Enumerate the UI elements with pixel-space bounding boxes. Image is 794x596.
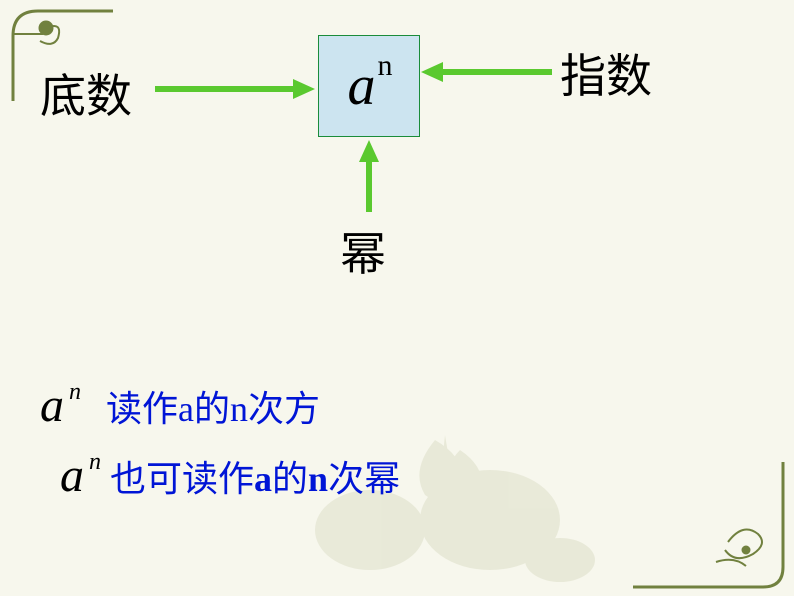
reading1-exp: n [69, 379, 81, 405]
reading2-suffix: 次幂 [328, 459, 400, 499]
formula-exponent: n [378, 49, 393, 83]
formula-base: a [348, 58, 376, 114]
arrow-to-base [155, 86, 295, 92]
reading1-base: a [40, 379, 64, 432]
reading2-de: 的 [272, 459, 308, 499]
reading-line-1: a n 读作a的n次方 [40, 378, 320, 433]
arrow-to-exponent-head [421, 62, 443, 82]
reading2-exp: n [89, 449, 101, 475]
arrow-to-exponent [442, 69, 552, 75]
base-label: 底数 [40, 60, 132, 126]
corner-decoration-bottom-right [628, 452, 788, 592]
reading1-text: 读作a的n次方 [106, 389, 320, 429]
arrow-to-power-head [359, 140, 379, 162]
reading2-prefix: 也可读作 [110, 459, 254, 499]
reading2-base: a [60, 449, 84, 502]
arrow-to-base-head [293, 79, 315, 99]
reading-line-2: a n 也可读作a的n次幂 [60, 448, 400, 503]
exponent-label: 指数 [560, 40, 652, 106]
reading2-a: a [254, 459, 272, 499]
arrow-to-power [366, 160, 372, 212]
reading2-n: n [308, 459, 328, 499]
power-label: 幂 [340, 218, 386, 284]
power-notation-box: a n [318, 35, 420, 137]
